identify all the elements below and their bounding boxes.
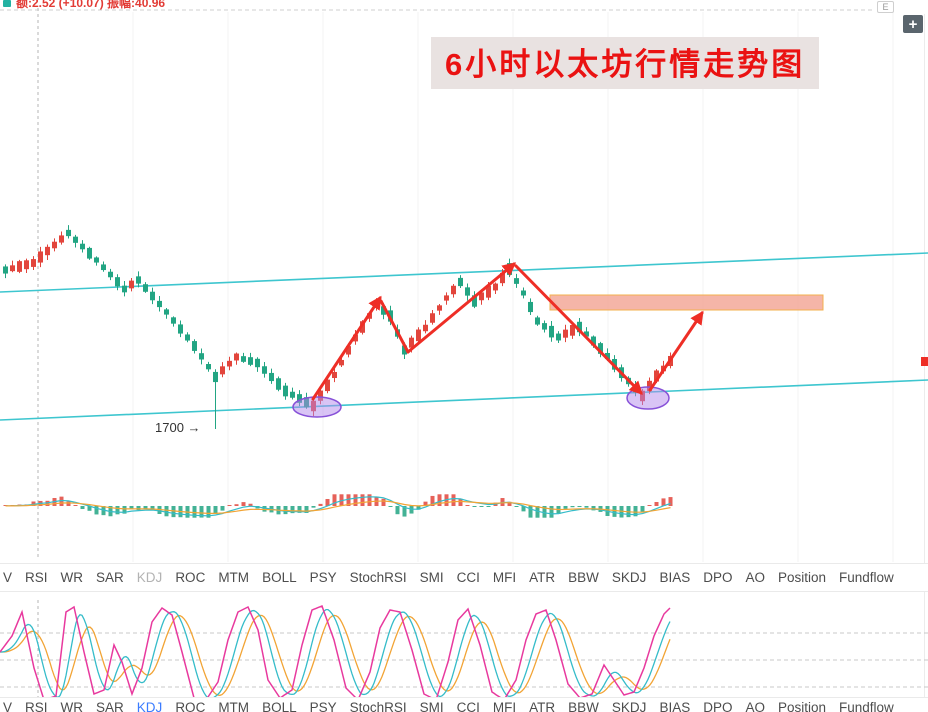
tab-position[interactable]: Position xyxy=(777,570,827,585)
tab-wr[interactable]: WR xyxy=(60,570,84,585)
indicator-tabbar-top: V RSI WR SAR KDJ ROC MTM BOLL PSY StochRSI SMI CCI M… xyxy=(0,563,928,592)
e-button[interactable]: E xyxy=(877,1,894,13)
tab-v[interactable]: V xyxy=(3,570,13,585)
tab-psy[interactable]: PSY xyxy=(309,700,337,712)
tab-boll[interactable]: BOLL xyxy=(262,700,297,712)
tab-kdj[interactable]: KDJ xyxy=(136,570,163,585)
tab-mfi[interactable]: MFI xyxy=(492,570,517,585)
add-indicator-button[interactable]: + xyxy=(903,15,923,33)
tab-smi[interactable]: SMI xyxy=(419,570,444,585)
tab-wr[interactable]: WR xyxy=(60,700,84,712)
tab-dpo[interactable]: DPO xyxy=(703,570,733,585)
tab-atr[interactable]: ATR xyxy=(529,570,556,585)
tab-bias[interactable]: BIAS xyxy=(659,700,691,712)
symbol-icon xyxy=(3,0,11,7)
tab-rsi[interactable]: RSI xyxy=(25,570,48,585)
tab-bbw[interactable]: BBW xyxy=(568,700,599,712)
price-annotation-1700: 1700 → xyxy=(155,420,201,435)
tab-roc[interactable]: ROC xyxy=(175,570,206,585)
tab-rsi[interactable]: RSI xyxy=(25,700,48,712)
tab-kdj[interactable]: KDJ xyxy=(136,700,163,712)
tab-mtm[interactable]: MTM xyxy=(218,570,250,585)
tab-cci[interactable]: CCI xyxy=(456,700,480,712)
tab-roc[interactable]: ROC xyxy=(175,700,206,712)
tab-sar[interactable]: SAR xyxy=(96,700,124,712)
tab-skdj[interactable]: SKDJ xyxy=(611,700,647,712)
tab-psy[interactable]: PSY xyxy=(309,570,337,585)
tab-bbw[interactable]: BBW xyxy=(568,570,599,585)
tab-stochrsi[interactable]: StochRSI xyxy=(349,570,407,585)
tab-mtm[interactable]: MTM xyxy=(218,700,250,712)
chart-title-banner: 6小时以太坊行情走势图 xyxy=(431,37,820,89)
tab-ao[interactable]: AO xyxy=(745,700,765,712)
tab-ao[interactable]: AO xyxy=(745,570,765,585)
tab-atr[interactable]: ATR xyxy=(529,700,556,712)
tab-v[interactable]: V xyxy=(3,700,13,712)
tab-fundflow[interactable]: Fundflow xyxy=(839,700,894,712)
tab-bias[interactable]: BIAS xyxy=(659,570,691,585)
tab-boll[interactable]: BOLL xyxy=(262,570,297,585)
tab-stochrsi[interactable]: StochRSI xyxy=(349,700,407,712)
tab-smi[interactable]: SMI xyxy=(419,700,444,712)
tab-sar[interactable]: SAR xyxy=(96,570,124,585)
tab-skdj[interactable]: SKDJ xyxy=(611,570,647,585)
price-change-info: 额:2.52 (+10.07) 振幅:40.96 xyxy=(16,0,166,10)
tab-position[interactable]: Position xyxy=(777,700,827,712)
indicator-tabbar-bottom: V RSI WR SAR KDJ ROC MTM BOLL PSY StochRSI SMI CCI M… xyxy=(0,697,928,712)
tab-cci[interactable]: CCI xyxy=(456,570,480,585)
tab-mfi[interactable]: MFI xyxy=(492,700,517,712)
tab-dpo[interactable]: DPO xyxy=(703,700,733,712)
tab-fundflow[interactable]: Fundflow xyxy=(839,570,894,585)
